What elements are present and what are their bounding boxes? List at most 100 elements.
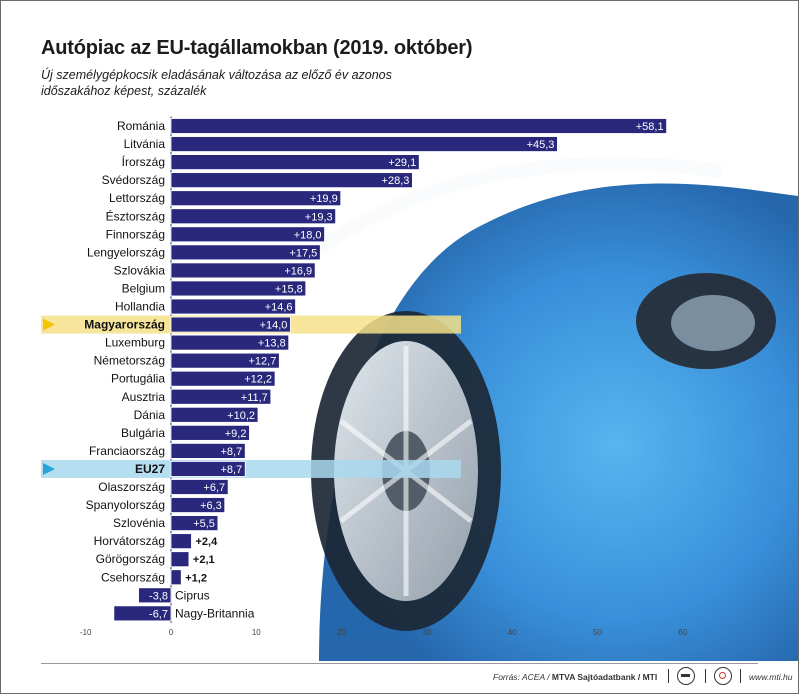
category-label: Nagy-Britannia	[175, 606, 255, 620]
x-tick-label: 20	[337, 628, 346, 637]
bar-chart: Románia Litvánia Írország Svédország Lettors…	[41, 116, 798, 661]
value-label: +15,8	[275, 283, 303, 295]
category-label: Észtország	[106, 208, 165, 223]
value-label: +11,7	[241, 392, 268, 404]
x-axis-ticks: -10 0 10 20 30 40 50 60	[80, 628, 688, 637]
bar	[113, 605, 172, 622]
bar	[170, 442, 246, 459]
category-label: Portugália	[111, 372, 165, 386]
value-label: -3,8	[149, 590, 168, 602]
highlight-arrow-icon	[43, 462, 55, 475]
x-tick-label: 10	[252, 628, 261, 637]
value-label: +6,7	[203, 482, 225, 494]
category-label: Spanyolország	[86, 498, 165, 512]
bar	[170, 569, 182, 586]
bar	[170, 370, 276, 387]
footer-separator	[705, 669, 706, 683]
bar	[170, 280, 307, 297]
value-label: +1,2	[185, 572, 207, 584]
bar	[170, 226, 325, 243]
category-label: Litvánia	[124, 137, 166, 151]
value-label: +12,2	[244, 374, 272, 386]
bar	[170, 406, 259, 423]
bar	[170, 515, 219, 531]
category-label: Hollandia	[115, 300, 165, 314]
x-tick-label: 40	[508, 628, 517, 637]
value-label: +17,5	[289, 247, 317, 259]
category-label: Magyarország	[84, 318, 165, 332]
bar	[170, 352, 280, 369]
footer-separator	[668, 669, 669, 683]
value-label: +6,3	[200, 500, 222, 512]
value-labels: +58,1 +45,3 +29,1 +28,3 +19,9 +19,3 +18,0 +17,5…	[149, 121, 664, 620]
bar	[170, 334, 290, 351]
chart-title: Autópiac az EU-tagállamokban (2019. októ…	[41, 37, 473, 59]
x-tick-label: -10	[80, 628, 92, 637]
value-label: +14,0	[260, 320, 288, 332]
category-label: Szlovénia	[113, 516, 165, 530]
value-label: +5,5	[193, 518, 215, 530]
bar	[170, 533, 192, 550]
value-label: +8,7	[220, 464, 242, 476]
bar	[170, 316, 291, 333]
bar	[170, 154, 420, 171]
bar	[170, 172, 413, 189]
category-label: Románia	[117, 119, 165, 133]
bars-group	[113, 118, 667, 622]
footer-separator	[740, 669, 741, 683]
category-label: Bulgária	[121, 426, 165, 440]
chart-subtitle: Új személygépkocsik eladásának változása…	[41, 68, 392, 98]
category-label: Belgium	[122, 281, 165, 295]
category-label: Ciprus	[175, 588, 210, 602]
category-label: Csehország	[101, 570, 165, 584]
car-illustration	[296, 156, 798, 661]
bar	[138, 587, 172, 604]
bar	[170, 388, 272, 405]
value-label: +10,2	[227, 410, 255, 422]
bar	[170, 298, 296, 315]
category-label: Ausztria	[122, 390, 166, 404]
value-label: +8,7	[220, 446, 242, 458]
mti-logo-icon	[677, 667, 695, 685]
value-label: +2,1	[193, 554, 215, 566]
bar	[170, 551, 190, 568]
footer-divider	[41, 663, 758, 664]
value-label: +28,3	[382, 175, 410, 187]
category-label: Írország	[122, 154, 165, 169]
value-label: +12,7	[248, 356, 276, 368]
value-label: +13,8	[258, 338, 286, 350]
value-label: +9,2	[225, 428, 247, 440]
bar	[170, 118, 667, 134]
source-text: Forrás: ACEA / MTVA Sajtóadatbank / MTI	[493, 672, 658, 682]
category-label: Dánia	[134, 408, 166, 422]
category-label: EU27	[135, 462, 165, 476]
category-label: Svédország	[102, 173, 165, 187]
category-label: Luxemburg	[105, 336, 165, 350]
bar	[170, 424, 250, 441]
mtva-logo-icon	[714, 667, 732, 685]
highlight-band	[41, 459, 461, 478]
value-label: +2,4	[195, 536, 218, 548]
category-label: Olaszország	[98, 480, 165, 494]
website-link[interactable]: www.mti.hu	[749, 672, 793, 682]
category-label: Horvátország	[94, 534, 165, 548]
value-label: -6,7	[149, 608, 168, 620]
category-label: Görögország	[96, 552, 165, 566]
highlight-arrow-icon	[43, 318, 55, 331]
value-label: +29,1	[388, 157, 416, 169]
category-label: Franciaország	[89, 444, 165, 458]
value-label: +45,3	[527, 139, 555, 151]
bar	[170, 497, 226, 513]
footer: Forrás: ACEA / MTVA Sajtóadatbank / MTI …	[1, 663, 798, 693]
value-label: +14,6	[265, 302, 293, 314]
category-label: Szlovákia	[114, 263, 166, 277]
bar	[170, 190, 342, 207]
bar	[170, 262, 316, 279]
x-tick-label: 50	[593, 628, 602, 637]
x-tick-label: 0	[169, 628, 174, 637]
bar	[170, 208, 337, 225]
x-tick-label: 30	[422, 628, 431, 637]
bar	[170, 244, 321, 261]
bar	[170, 136, 558, 152]
